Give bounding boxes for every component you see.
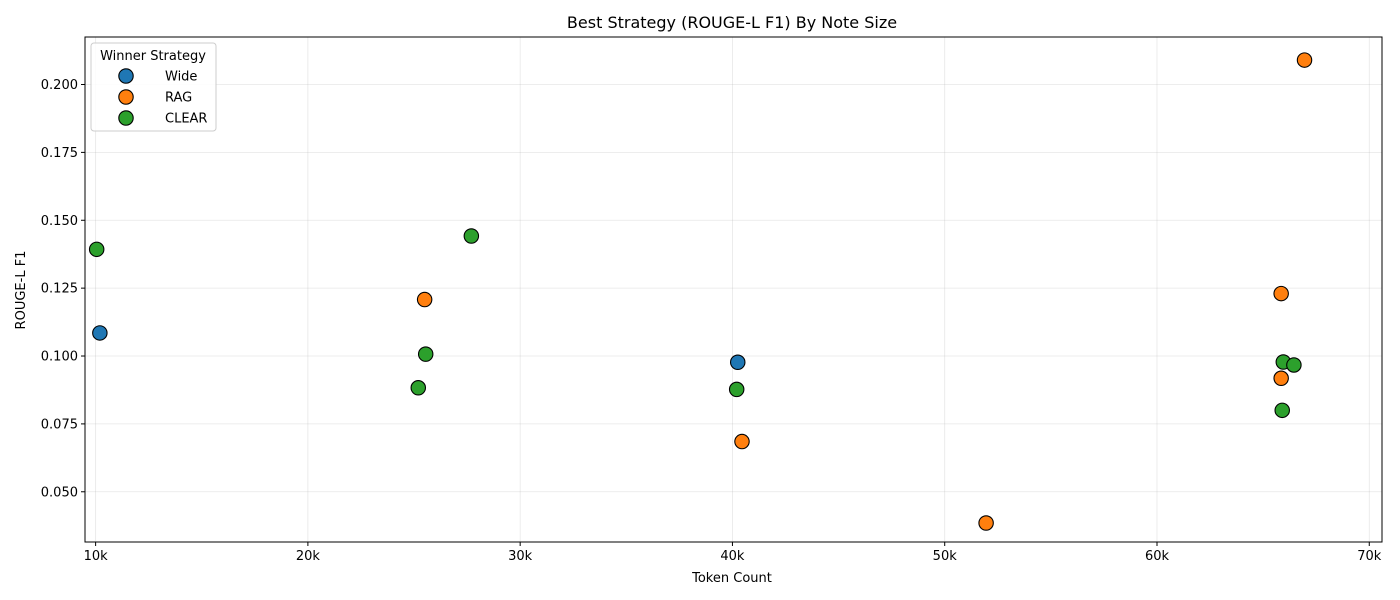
point-clear [1286,357,1302,373]
legend-marker-wide [118,68,134,84]
x-tick-label: 50k [933,549,958,564]
y-tick-label: 0.050 [41,485,78,500]
legend-title: Winner Strategy [100,49,206,64]
chart-title: Best Strategy (ROUGE-L F1) By Note Size [567,13,897,32]
point-clear [417,346,434,362]
legend-marker-rag [118,89,134,105]
y-axis-label: ROUGE-L F1 [14,251,29,330]
data-points [88,52,1313,531]
x-axis-label: Token Count [691,571,772,586]
y-tick-label: 0.100 [41,350,78,365]
grid [85,37,1382,542]
point-rag [416,291,433,308]
point-rag [1296,52,1313,68]
legend-marker-clear [118,110,134,126]
point-rag [1273,370,1289,387]
legend-label-wide: Wide [165,70,197,85]
point-wide [729,354,746,371]
legend-label-rag: RAG [165,91,192,106]
y-tick-label: 0.150 [41,214,78,229]
x-axis: 10k 20k 30k 40k 50k 60k 70k [84,542,1382,564]
legend-label-clear: CLEAR [165,112,207,127]
point-clear [410,380,427,396]
y-tick-label: 0.200 [41,78,78,93]
y-tick-label: 0.075 [41,417,78,432]
point-clear [1274,402,1290,419]
legend: Winner Strategy Wide RAG CLEAR [90,42,217,132]
point-rag [734,433,750,450]
x-tick-label: 70k [1357,549,1382,564]
point-rag [978,515,994,531]
y-axis: 0.050 0.075 0.100 0.125 0.150 0.175 0.200 [41,78,85,500]
x-tick-label: 40k [720,549,745,564]
legend-box [90,42,217,132]
plot-frame [84,36,1383,543]
x-tick-label: 60k [1145,549,1170,564]
point-wide [92,325,108,341]
x-tick-label: 20k [296,549,321,564]
x-tick-label: 10k [84,549,109,564]
point-clear [88,241,105,258]
x-tick-label: 30k [508,549,533,564]
point-rag [1273,285,1289,302]
point-clear [728,381,745,398]
point-clear [463,228,480,244]
y-tick-label: 0.125 [41,282,78,297]
y-tick-label: 0.175 [41,146,78,161]
